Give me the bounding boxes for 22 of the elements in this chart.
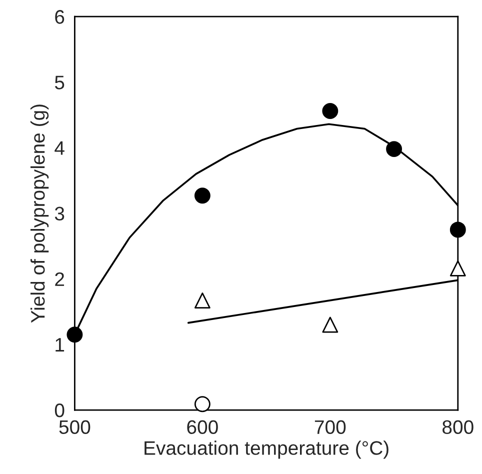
point [194, 292, 210, 308]
y-tick-label: 3 [54, 206, 64, 221]
point [322, 103, 338, 119]
point [450, 260, 466, 276]
point [386, 141, 402, 158]
y-tick-label: 2 [55, 272, 64, 286]
x-tick-label: 700 [314, 420, 346, 434]
y-tick-label: 6 [55, 10, 64, 24]
point [450, 222, 466, 238]
x-tick-label: 500 [59, 420, 90, 434]
point [322, 316, 338, 333]
x-tick-label: 600 [187, 420, 218, 434]
y-tick-label: 5 [54, 76, 64, 90]
point [66, 326, 83, 343]
y-tick-label: 0 [54, 403, 64, 418]
x-tick-label: 800 [442, 420, 474, 434]
y-tick-label: 1 [56, 338, 64, 352]
x-axis-title: Evacuation temperature (°C) [144, 440, 388, 459]
point [194, 188, 210, 204]
point [194, 396, 210, 412]
y-tick-label: 4 [54, 141, 64, 155]
y-axis-title: Yield of polypropylene (g) [30, 104, 49, 323]
